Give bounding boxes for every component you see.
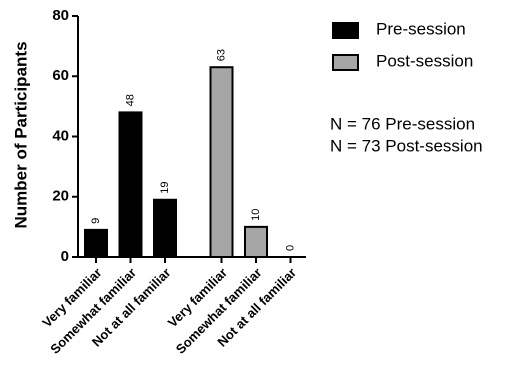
bar	[153, 198, 177, 258]
legend-swatch	[332, 22, 359, 39]
legend-label: Pre-session	[376, 19, 466, 38]
data-label: 0	[284, 245, 296, 251]
bar	[244, 225, 268, 258]
legend-label: Post-session	[376, 51, 473, 70]
data-label: 19	[159, 182, 171, 194]
y-tick-label: 80	[52, 7, 69, 24]
annotation: N = 76 Pre-session	[330, 114, 475, 133]
y-axis-label: Number of Participants	[11, 41, 30, 228]
y-tick-label: 60	[52, 67, 69, 84]
data-label: 10	[250, 209, 262, 221]
bar	[209, 66, 234, 259]
y-tick-label: 0	[61, 248, 69, 265]
bar	[118, 111, 143, 259]
bar	[84, 228, 108, 258]
data-label: 9	[90, 218, 102, 224]
legend-swatch	[332, 54, 359, 71]
data-label: 48	[124, 94, 136, 106]
y-tick-label: 40	[52, 127, 69, 144]
y-tick-label: 20	[52, 188, 69, 205]
annotation: N = 73 Post-session	[330, 136, 483, 155]
data-label: 63	[215, 49, 227, 61]
